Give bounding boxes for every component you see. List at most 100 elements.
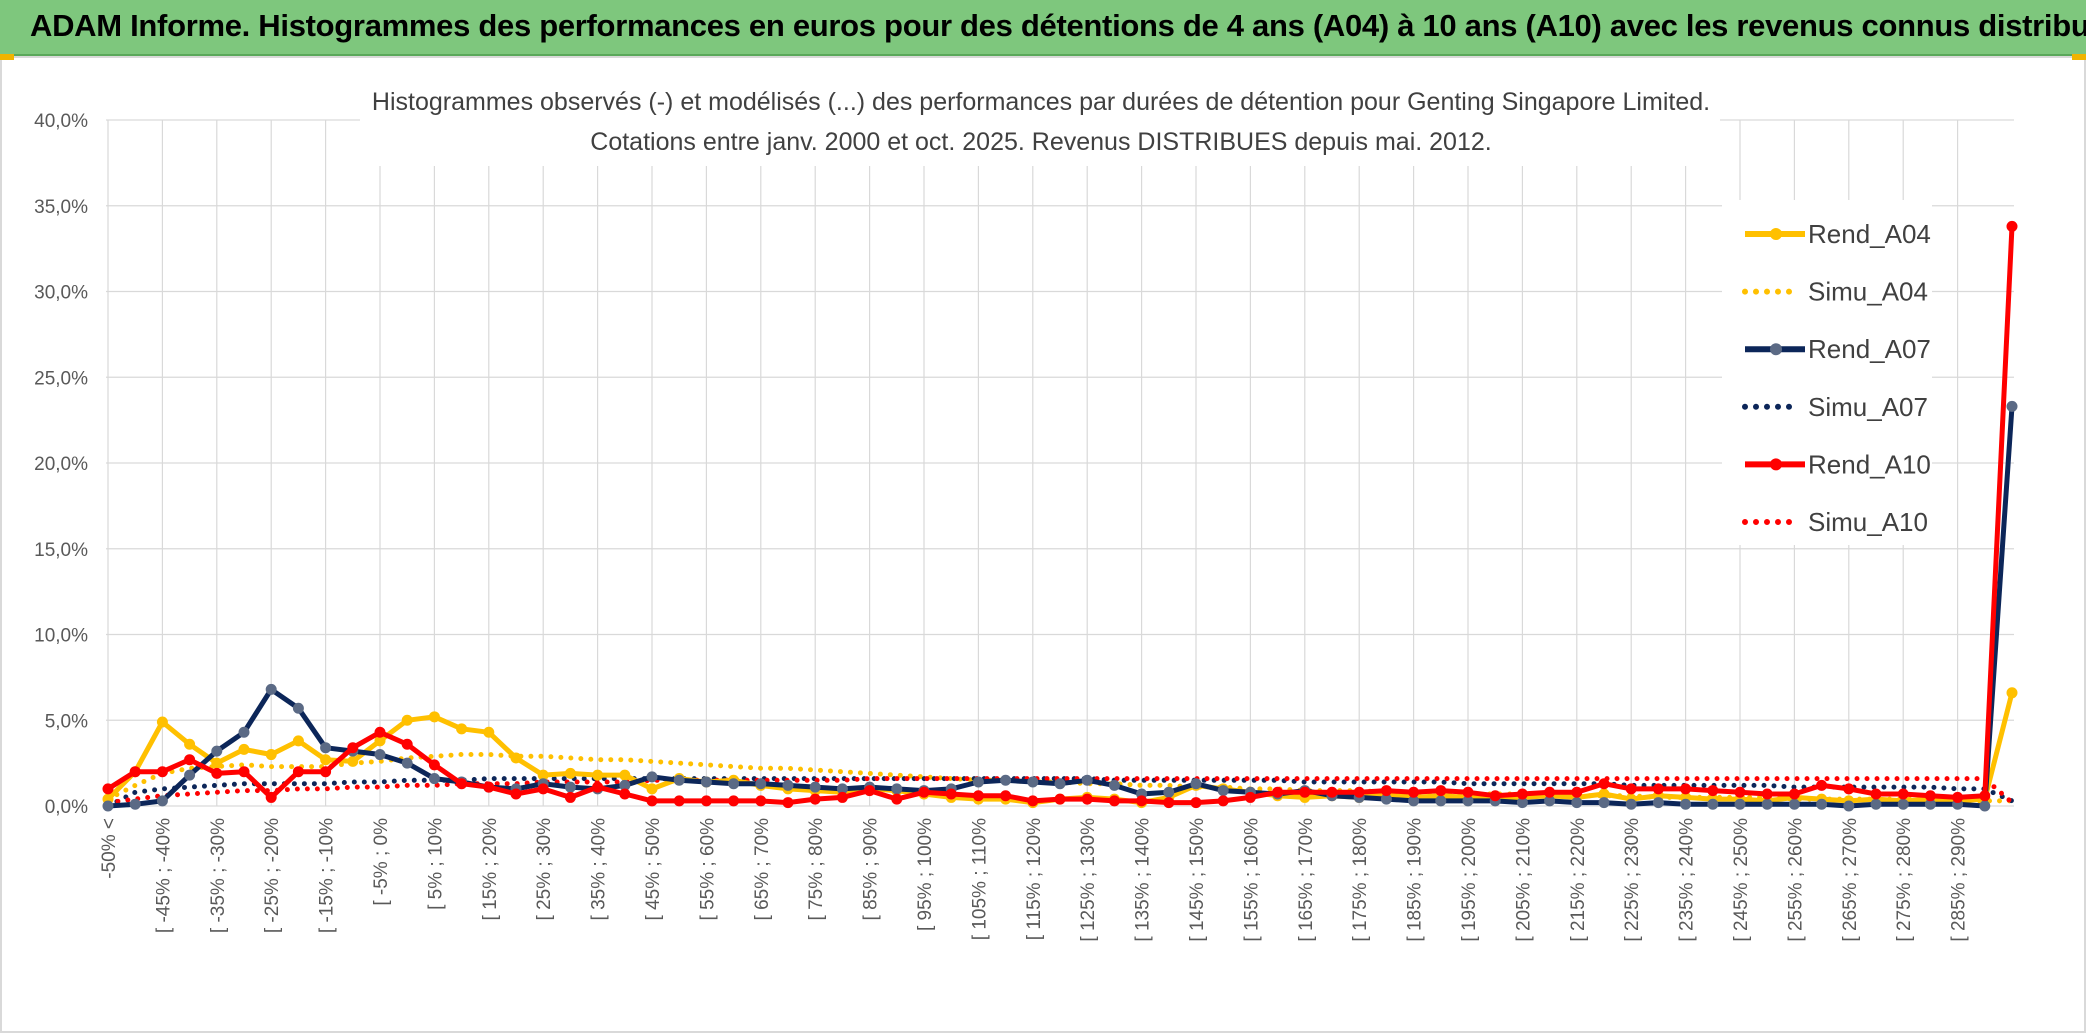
- data-point: [1571, 786, 1583, 798]
- data-point: [2006, 687, 2018, 699]
- data-point: [1000, 790, 1012, 802]
- x-tick-label: [ 275% ; 280%: [1894, 818, 1915, 942]
- data-point: [728, 778, 740, 790]
- data-point: [292, 702, 304, 714]
- data-point: [1924, 790, 1936, 802]
- y-tick-label: 15,0%: [34, 540, 88, 561]
- x-tick-label: [ 245% ; 250%: [1731, 818, 1752, 942]
- data-point: [1489, 790, 1501, 802]
- data-point: [1299, 786, 1311, 798]
- x-tick-label: [ 75% ; 80%: [806, 818, 827, 921]
- x-tick-label: [ -15% ; -10%: [317, 818, 338, 933]
- data-point: [1435, 785, 1447, 797]
- data-point: [891, 793, 903, 805]
- y-tick-label: 0,0%: [45, 797, 88, 818]
- series-rend_a07: [102, 400, 2018, 812]
- chart-title-line-1: Histogrammes observés (-) et modélisés (…: [372, 88, 1710, 116]
- data-point: [1788, 788, 1800, 800]
- data-point: [891, 783, 903, 795]
- data-point: [265, 683, 277, 695]
- data-point: [292, 735, 304, 747]
- y-tick-label: 35,0%: [34, 197, 88, 218]
- data-point: [700, 795, 712, 807]
- data-point: [1598, 797, 1610, 809]
- y-tick-label: 5,0%: [45, 711, 88, 732]
- data-point: [1680, 783, 1692, 795]
- data-point: [2006, 220, 2018, 232]
- y-tick-label: 20,0%: [34, 454, 88, 475]
- data-point: [184, 769, 196, 781]
- data-point: [782, 797, 794, 809]
- data-point: [483, 726, 495, 738]
- data-point: [2006, 400, 2018, 412]
- x-tick-label: [ 195% ; 200%: [1459, 818, 1480, 942]
- data-point: [1625, 798, 1637, 810]
- legend-label: Simu_A07: [1808, 392, 1928, 422]
- x-tick-label: [ 215% ; 220%: [1568, 818, 1589, 942]
- data-point: [1897, 798, 1909, 810]
- data-point: [619, 788, 631, 800]
- data-point: [1761, 798, 1773, 810]
- data-point: [320, 742, 332, 754]
- data-point: [184, 738, 196, 750]
- x-tick-label: [ 235% ; 240%: [1677, 818, 1698, 942]
- data-point: [1707, 785, 1719, 797]
- data-point: [428, 711, 440, 723]
- report-banner: ADAM Informe. Histogrammes des performan…: [0, 0, 2086, 56]
- x-tick-label: [ 175% ; 180%: [1350, 818, 1371, 942]
- data-point: [1217, 795, 1229, 807]
- data-point: [156, 716, 168, 728]
- data-point: [755, 795, 767, 807]
- data-point: [129, 798, 141, 810]
- x-tick-label: [ 85% ; 90%: [861, 818, 882, 921]
- data-point: [320, 754, 332, 766]
- data-point: [129, 766, 141, 778]
- data-point: [1680, 798, 1692, 810]
- data-point: [238, 743, 250, 755]
- data-point: [1843, 800, 1855, 812]
- legend-item-rend_a07: Rend_A07: [1745, 334, 1931, 364]
- data-point: [320, 766, 332, 778]
- data-point: [1979, 790, 1991, 802]
- x-tick-label: [ 105% ; 110%: [969, 818, 990, 940]
- series-rend_a10: [102, 220, 2018, 809]
- chart-title-line-2: Cotations entre janv. 2000 et oct. 2025.…: [590, 128, 1491, 156]
- data-point: [564, 781, 576, 793]
- series-line: [105, 776, 2015, 806]
- data-point: [102, 783, 114, 795]
- data-point: [700, 776, 712, 788]
- data-point: [1081, 793, 1093, 805]
- data-point: [1761, 788, 1773, 800]
- x-tick-label: [ 35% ; 40%: [589, 818, 610, 921]
- legend-label: Rend_A07: [1808, 334, 1931, 364]
- legend: Rend_A04 Simu_A04 Rend_A07 Simu_A07 Rend_A10…: [1722, 200, 1932, 545]
- x-tick-label: -50% <: [99, 818, 120, 879]
- data-point: [374, 726, 386, 738]
- x-tick-label: [ 65% ; 70%: [752, 818, 773, 921]
- data-point: [1217, 785, 1229, 797]
- data-point: [755, 778, 767, 790]
- data-point: [211, 745, 223, 757]
- chart-title-block: Histogrammes observés (-) et modélisés (…: [360, 80, 1720, 166]
- report-title: ADAM Informe. Histogrammes des performan…: [30, 8, 2086, 43]
- data-point: [184, 754, 196, 766]
- legend-label: Rend_A10: [1808, 449, 1931, 479]
- series: [102, 220, 2018, 812]
- x-tick-label: [ 155% ; 160%: [1241, 818, 1262, 942]
- data-point: [1326, 786, 1338, 798]
- data-point: [456, 723, 468, 735]
- x-tick-label: [ 225% ; 230%: [1622, 818, 1643, 942]
- data-point: [401, 714, 413, 726]
- y-tick-label: 40,0%: [34, 111, 88, 132]
- data-point: [1652, 783, 1664, 795]
- x-tick-label: [ 95% ; 100%: [915, 818, 936, 931]
- data-point: [1598, 778, 1610, 790]
- chart-frame: [0, 56, 2086, 1033]
- data-point: [1190, 778, 1202, 790]
- data-point: [238, 726, 250, 738]
- data-point: [156, 766, 168, 778]
- x-tick-label: [ 25% ; 30%: [534, 818, 555, 921]
- data-point: [265, 749, 277, 761]
- data-point: [1272, 786, 1284, 798]
- data-point: [673, 795, 685, 807]
